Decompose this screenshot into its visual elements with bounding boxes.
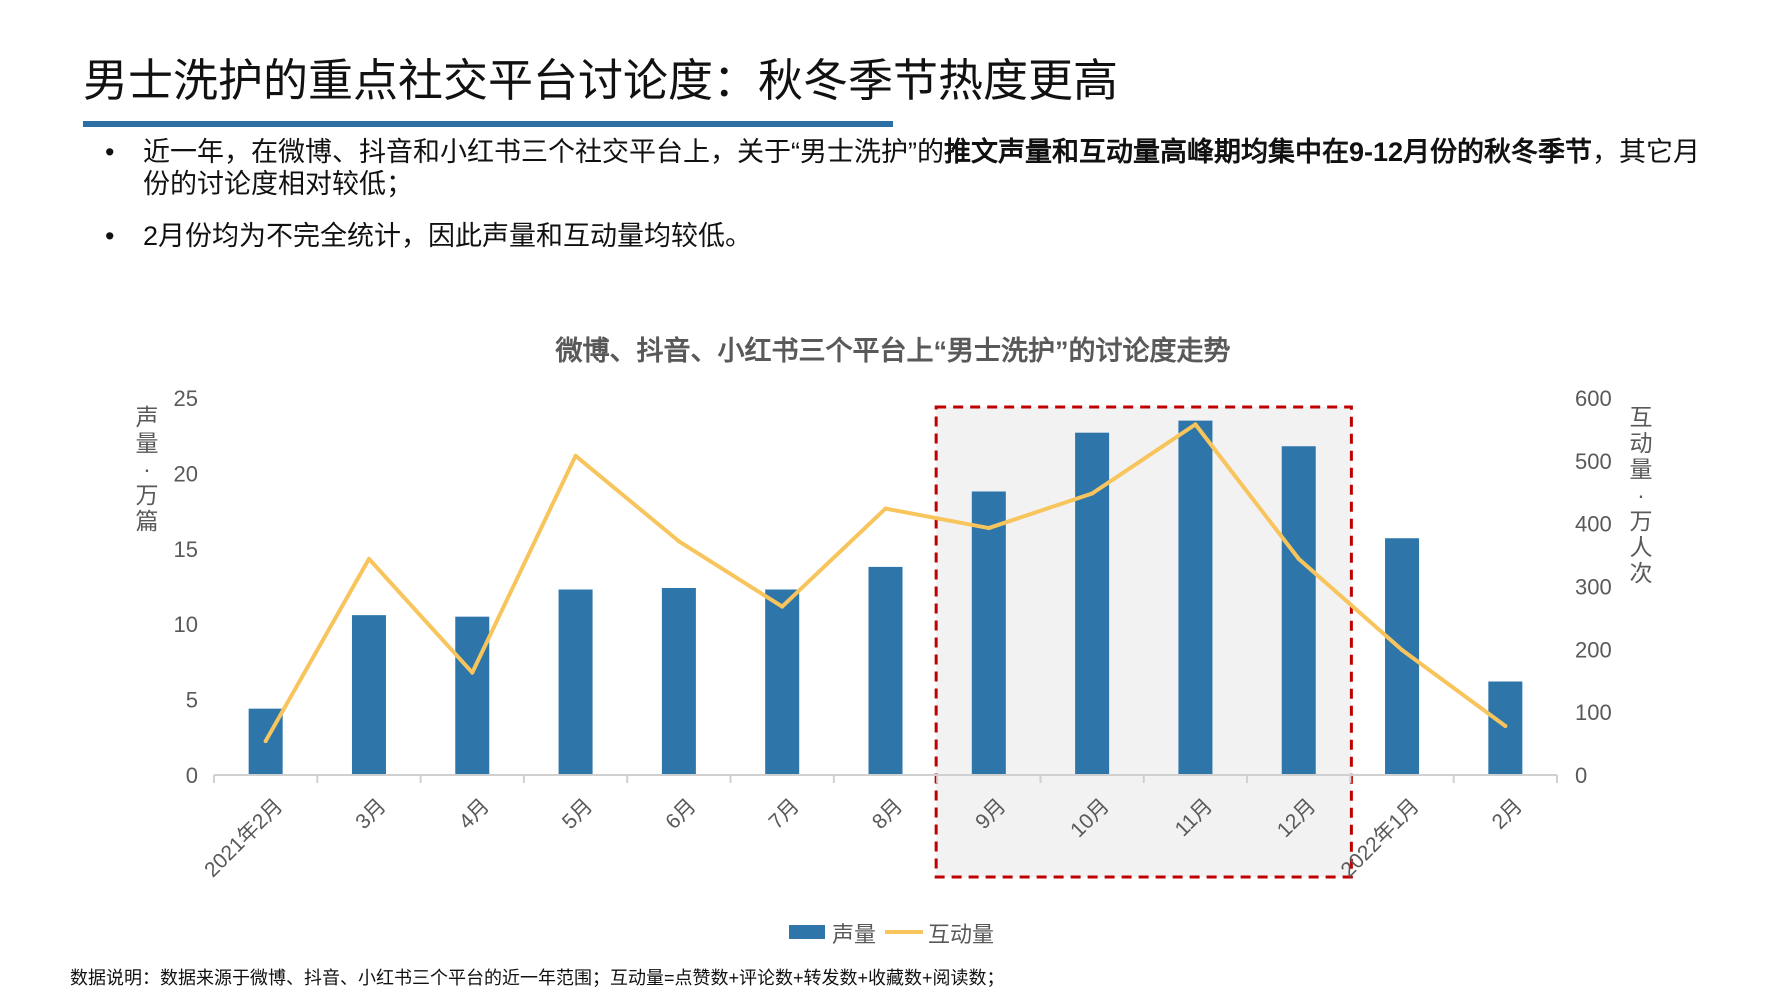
bar xyxy=(558,589,593,775)
bullet-item: • 近一年，在微博、抖音和小红书三个社交平台上，关于“男士洗护”的推文声量和互动… xyxy=(105,136,1705,200)
x-tick-label: 6月 xyxy=(661,794,700,833)
x-tick-label: 2月 xyxy=(1488,794,1527,833)
bullet-bold-text: 推文声量和互动量高峰期均集中在9-12月份的秋冬季节 xyxy=(943,137,1593,167)
y-left-tick-label: 0 xyxy=(186,763,198,788)
title-underline xyxy=(83,121,893,127)
y-left-tick-label: 10 xyxy=(174,612,198,637)
bullet-item: • 2月份均为不完全统计，因此声量和互动量均较低。 xyxy=(105,220,1705,252)
y-left-tick-label: 25 xyxy=(174,386,198,411)
y-left-tick-label: 20 xyxy=(174,461,198,486)
line-point xyxy=(366,556,371,561)
x-tick-label: 7月 xyxy=(765,794,804,833)
line-point xyxy=(1193,422,1198,427)
bar xyxy=(1488,681,1523,775)
line-point xyxy=(1400,647,1405,652)
line-point xyxy=(676,539,681,544)
footnote: 数据说明：数据来源于微博、抖音、小红书三个平台的近一年范围；互动量=点赞数+评论… xyxy=(70,968,1005,988)
line-point xyxy=(883,506,888,511)
x-tick-label: 5月 xyxy=(558,794,597,833)
bar xyxy=(1178,420,1213,775)
x-tick-label: 2021年2月 xyxy=(200,794,287,881)
bar xyxy=(971,491,1006,775)
bar xyxy=(1075,432,1110,775)
bar xyxy=(661,588,696,775)
y-right-tick-label: 400 xyxy=(1575,512,1612,537)
y-right-tick-label: 100 xyxy=(1575,700,1612,725)
line-point xyxy=(470,670,475,675)
bullet-text: 近一年，在微博、抖音和小红书三个社交平台上，关于“男士洗护”的 xyxy=(143,137,944,167)
bullet-symbol: • xyxy=(105,137,115,167)
y-right-tick-label: 500 xyxy=(1575,449,1612,474)
y-right-axis-title: 互动量·万人次 xyxy=(1630,404,1653,586)
bar xyxy=(765,589,800,775)
y-left-tick-label: 15 xyxy=(174,537,198,562)
chart-title: 微博、抖音、小红书三个平台上“男士洗护”的讨论度走势 xyxy=(555,335,1231,366)
line-point xyxy=(1503,723,1508,728)
bar xyxy=(868,566,903,775)
y-right-tick-label: 600 xyxy=(1575,386,1612,411)
x-tick-label: 3月 xyxy=(351,794,390,833)
page-title: 男士洗护的重点社交平台讨论度：秋冬季节热度更高 xyxy=(83,55,1119,106)
line-point xyxy=(1296,556,1301,561)
line-point xyxy=(1090,491,1095,496)
line-point xyxy=(986,526,991,531)
y-right-tick-label: 200 xyxy=(1575,637,1612,662)
bar xyxy=(1281,446,1316,775)
y-left-tick-label: 5 xyxy=(186,688,198,713)
legend-bar-swatch xyxy=(789,925,825,939)
x-tick-label: 8月 xyxy=(868,794,907,833)
bullet-list: • 近一年，在微博、抖音和小红书三个社交平台上，关于“男士洗护”的推文声量和互动… xyxy=(105,136,1705,272)
y-right-tick-label: 300 xyxy=(1575,575,1612,600)
y-right-tick-label: 0 xyxy=(1575,763,1587,788)
bar xyxy=(351,615,386,775)
legend-label: 互动量 xyxy=(928,922,994,947)
y-left-axis-title: 声量·万篇 xyxy=(136,404,159,534)
x-tick-label: 4月 xyxy=(455,794,494,833)
legend-label: 声量 xyxy=(832,922,876,947)
bullet-text: 2月份均为不完全统计，因此声量和互动量均较低。 xyxy=(143,221,753,251)
bar xyxy=(455,616,490,775)
bullet-symbol: • xyxy=(105,221,115,251)
line-point xyxy=(573,453,578,458)
line-point xyxy=(780,604,785,609)
line-point xyxy=(263,739,268,744)
bullet-text: ，其它月份的讨论度相对较低； xyxy=(143,137,1701,199)
